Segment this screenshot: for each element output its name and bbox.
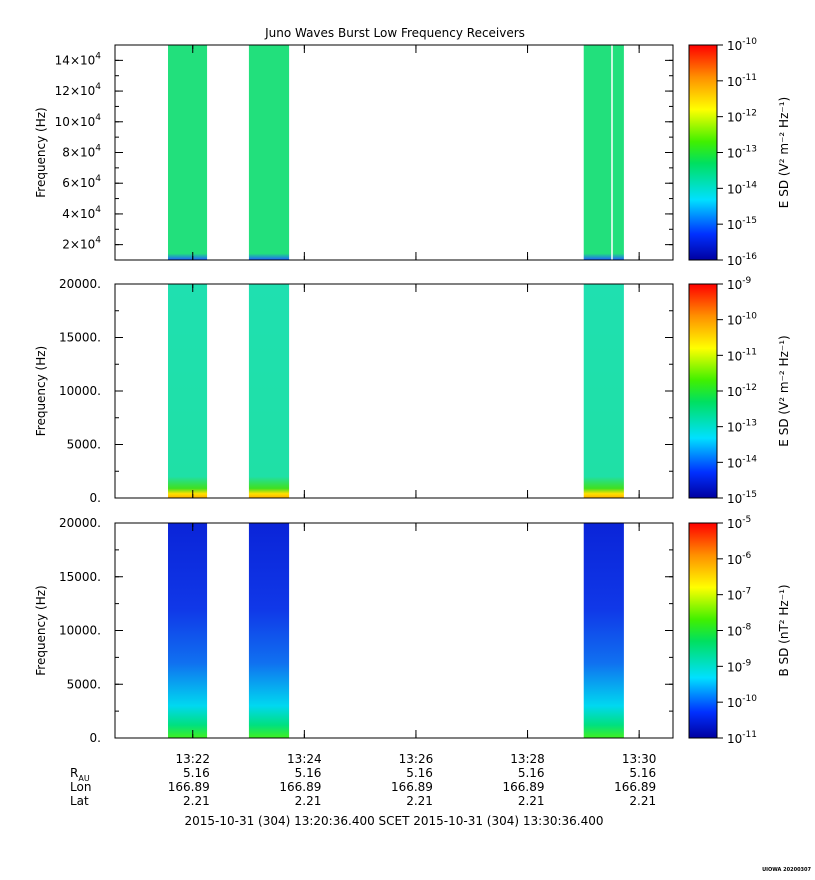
colorbar-tick-label-1-7: 10-16: [727, 252, 757, 268]
y-tick-label-3-5: 20000.: [59, 516, 101, 530]
colorbar-tick-label-2-7: 10-15: [727, 490, 757, 506]
ephemeris-label-2: Lon: [70, 780, 91, 794]
colorbar-tick-label-1-6: 10-15: [727, 216, 757, 232]
x-tick-label-4: 13:28: [510, 752, 545, 766]
x-tick-label-1: 13:22: [175, 752, 210, 766]
colorbar-tick-label-2-3: 10-11: [727, 347, 757, 363]
colorbar-label-3: B SD (nT² Hz⁻¹): [777, 584, 791, 676]
ephemeris-value-2-5: 166.89: [614, 780, 656, 794]
colorbar-label-1: E SD (V² m⁻² Hz⁻¹): [777, 97, 791, 208]
data-block-1-3: [583, 45, 624, 260]
colorbar-tick-label-2-6: 10-14: [727, 454, 757, 470]
y-tick-label-2-5: 20000.: [59, 277, 101, 291]
y-tick-label-1-4: 8×104: [62, 144, 101, 160]
ephemeris-value-3-4: 2.21: [518, 794, 545, 808]
y-tick-label-1-7: 14×104: [55, 51, 102, 67]
y-tick-label-2-3: 10000.: [59, 384, 101, 398]
ephemeris-value-1-3: 5.16: [406, 766, 433, 780]
data-block-3-2: [248, 523, 290, 738]
colorbar-tick-label-1-2: 10-11: [727, 73, 757, 89]
y-tick-label-2-2: 5000.: [67, 438, 101, 452]
colorbar-tick-label-3-6: 10-10: [727, 694, 757, 710]
time-range-label: 2015-10-31 (304) 13:20:36.400 SCET 2015-…: [184, 814, 603, 828]
y-tick-label-2-1: 0.: [90, 491, 101, 505]
ephemeris-value-3-5: 2.21: [629, 794, 656, 808]
x-tick-label-2: 13:24: [287, 752, 322, 766]
y-tick-label-3-4: 15000.: [59, 570, 101, 584]
y-tick-label-2-4: 15000.: [59, 331, 101, 345]
y-tick-label-1-5: 10×104: [55, 113, 102, 129]
ephemeris-value-1-5: 5.16: [629, 766, 656, 780]
y-tick-label-1-6: 12×104: [55, 82, 102, 98]
colorbar-tick-label-3-7: 10-11: [727, 730, 757, 746]
data-block-1-2: [248, 45, 290, 260]
colorbar-tick-label-2-5: 10-13: [727, 419, 757, 435]
colorbar-tick-label-2-1: 10-9: [727, 276, 752, 292]
colorbar-tick-label-3-5: 10-9: [727, 658, 752, 674]
ephemeris-label-3: Lat: [70, 794, 89, 808]
data-block-1-1: [168, 45, 208, 260]
y-axis-label-3: Frequency (Hz): [34, 585, 48, 676]
colorbar-tick-label-3-1: 10-5: [727, 515, 751, 531]
chart-title: Juno Waves Burst Low Frequency Receivers: [264, 26, 525, 40]
y-tick-label-1-2: 4×104: [62, 205, 101, 221]
colorbar-tick-label-3-2: 10-6: [727, 551, 752, 567]
x-tick-label-3: 13:26: [399, 752, 434, 766]
colorbar-tick-label-1-3: 10-12: [727, 109, 757, 125]
ephemeris-value-2-3: 166.89: [391, 780, 433, 794]
y-tick-label-1-3: 6×104: [62, 174, 101, 190]
colorbar-tick-label-2-2: 10-10: [727, 312, 757, 328]
ephemeris-value-1-1: 5.16: [183, 766, 210, 780]
y-axis-label-1: Frequency (Hz): [34, 107, 48, 198]
footer-stamp: UIOWA 20200307: [762, 867, 811, 873]
ephemeris-value-2-2: 166.89: [279, 780, 321, 794]
ephemeris-value-3-2: 2.21: [295, 794, 322, 808]
y-tick-label-3-3: 10000.: [59, 624, 101, 638]
ephemeris-value-2-4: 166.89: [503, 780, 545, 794]
x-tick-label-5: 13:30: [622, 752, 657, 766]
ephemeris-value-1-4: 5.16: [518, 766, 545, 780]
data-block-2-1: [168, 284, 208, 498]
colorbar-tick-label-1-5: 10-14: [727, 180, 757, 196]
colorbar-tick-label-1-1: 10-10: [727, 37, 757, 53]
colorbar-tick-label-1-4: 10-13: [727, 145, 757, 161]
ephemeris-value-3-3: 2.21: [406, 794, 433, 808]
ephemeris-label-1: RAU: [70, 766, 90, 783]
colorbar-label-2: E SD (V² m⁻² Hz⁻¹): [777, 335, 791, 446]
data-block-3-1: [168, 523, 208, 738]
colorbar-3: [689, 523, 717, 738]
colorbar-tick-label-3-3: 10-7: [727, 587, 751, 603]
y-tick-label-3-2: 5000.: [67, 677, 101, 691]
data-block-2-3: [583, 284, 624, 498]
y-tick-label-1-1: 2×104: [62, 236, 101, 252]
data-block-2-2: [248, 284, 290, 498]
ephemeris-value-1-2: 5.16: [295, 766, 322, 780]
y-axis-label-2: Frequency (Hz): [34, 346, 48, 437]
colorbar-tick-label-2-4: 10-12: [727, 383, 757, 399]
ephemeris-value-2-1: 166.89: [168, 780, 210, 794]
colorbar-tick-label-3-4: 10-8: [727, 623, 752, 639]
colorbar-1: [689, 45, 717, 260]
data-block-3-3: [583, 523, 624, 738]
colorbar-2: [689, 284, 717, 498]
y-tick-label-3-1: 0.: [90, 731, 101, 745]
ephemeris-value-3-1: 2.21: [183, 794, 210, 808]
